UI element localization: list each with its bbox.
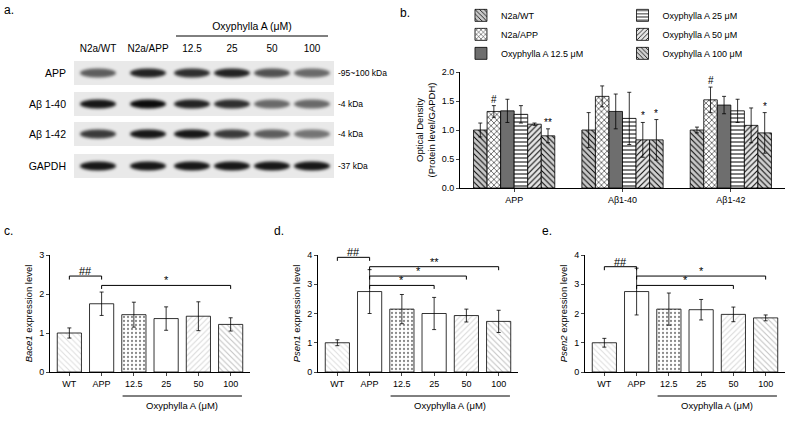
svg-text:25: 25: [161, 379, 171, 389]
svg-text:100: 100: [304, 43, 321, 54]
svg-text:1: 1: [307, 338, 312, 348]
svg-text:b.: b.: [400, 6, 410, 20]
svg-text:Aβ 1-40: Aβ 1-40: [29, 98, 66, 110]
svg-text:1: 1: [39, 328, 44, 338]
svg-text:2: 2: [307, 309, 312, 319]
svg-text:50: 50: [266, 43, 278, 54]
svg-text:50: 50: [461, 379, 471, 389]
svg-text:*: *: [416, 265, 421, 277]
svg-text:12.5: 12.5: [660, 379, 678, 389]
svg-text:#: #: [491, 94, 497, 105]
svg-text:2: 2: [39, 289, 44, 299]
svg-text:#: #: [708, 75, 714, 86]
svg-text:APP: APP: [361, 379, 379, 389]
svg-text:*: *: [654, 108, 658, 119]
svg-text:100: 100: [491, 379, 506, 389]
svg-text:**: **: [430, 256, 439, 268]
svg-text:25: 25: [429, 379, 439, 389]
svg-text:Oxyphylla A 25 μM: Oxyphylla A 25 μM: [663, 11, 738, 21]
svg-text:0: 0: [574, 367, 579, 377]
svg-text:N2a/APP: N2a/APP: [127, 43, 168, 54]
svg-text:Oxyphylla A (μM): Oxyphylla A (μM): [681, 400, 753, 411]
svg-text:Oxyphylla A (μM): Oxyphylla A (μM): [414, 400, 486, 411]
svg-text:12.5: 12.5: [182, 43, 202, 54]
svg-text:1.5: 1.5: [442, 96, 455, 106]
svg-text:-95~100 kDa: -95~100 kDa: [338, 68, 387, 78]
svg-text:12.5: 12.5: [125, 379, 143, 389]
svg-text:-4 kDa: -4 kDa: [338, 99, 363, 109]
svg-text:##: ##: [347, 246, 360, 258]
svg-text:N2a/APP: N2a/APP: [501, 30, 538, 40]
svg-text:100: 100: [758, 379, 773, 389]
svg-text:d.: d.: [274, 224, 284, 238]
svg-text:*: *: [641, 110, 645, 121]
svg-text:APP: APP: [505, 195, 523, 205]
svg-text:Aβ 1-42: Aβ 1-42: [29, 128, 66, 140]
svg-text:1: 1: [574, 338, 579, 348]
svg-text:50: 50: [193, 379, 203, 389]
svg-text:-4 kDa: -4 kDa: [338, 129, 363, 139]
svg-text:APP: APP: [93, 379, 111, 389]
svg-text:Psen1 expression level: Psen1 expression level: [291, 265, 302, 363]
svg-text:2.0: 2.0: [442, 67, 455, 77]
svg-text:c.: c.: [4, 224, 13, 238]
svg-text:4: 4: [307, 250, 312, 260]
svg-text:WT: WT: [597, 379, 611, 389]
svg-text:*: *: [683, 274, 688, 286]
svg-text:Optical Density(Protein level/: Optical Density(Protein level/GAPDH): [414, 82, 437, 177]
svg-text:Oxyphylla A (μM): Oxyphylla A (μM): [146, 400, 218, 411]
svg-text:WT: WT: [62, 379, 76, 389]
svg-text:4: 4: [574, 250, 579, 260]
svg-text:3: 3: [574, 279, 579, 289]
svg-text:WT: WT: [330, 379, 344, 389]
svg-text:100: 100: [223, 379, 238, 389]
svg-text:*: *: [699, 265, 704, 277]
svg-text:APP: APP: [628, 379, 646, 389]
svg-text:0: 0: [307, 367, 312, 377]
svg-text:*: *: [399, 274, 404, 286]
svg-text:GAPDH: GAPDH: [29, 160, 66, 172]
svg-text:-37 kDa: -37 kDa: [338, 161, 368, 171]
svg-text:**: **: [544, 117, 552, 128]
svg-text:N2a/WT: N2a/WT: [80, 43, 117, 54]
svg-text:12.5: 12.5: [393, 379, 411, 389]
svg-text:0.5: 0.5: [442, 154, 455, 164]
svg-text:##: ##: [79, 265, 92, 277]
svg-text:2: 2: [574, 309, 579, 319]
svg-text:0.0: 0.0: [442, 183, 455, 193]
svg-text:0: 0: [39, 367, 44, 377]
svg-text:50: 50: [728, 379, 738, 389]
svg-text:e.: e.: [542, 224, 552, 238]
svg-text:3: 3: [307, 279, 312, 289]
svg-text:3: 3: [39, 250, 44, 260]
svg-text:Psen2 expression level: Psen2 expression level: [558, 265, 569, 363]
svg-text:*: *: [164, 274, 169, 286]
svg-text:Oxyphylla A 12.5 μM: Oxyphylla A 12.5 μM: [501, 49, 583, 59]
svg-text:Oxyphylla A 100 μM: Oxyphylla A 100 μM: [663, 49, 743, 59]
svg-text:Bace1 expression level: Bace1 expression level: [23, 265, 34, 363]
svg-text:##: ##: [614, 256, 627, 268]
svg-text:APP: APP: [45, 67, 66, 79]
svg-text:Oxyphylla A (μM): Oxyphylla A (μM): [212, 20, 292, 32]
svg-text:*: *: [763, 101, 767, 112]
svg-text:Aβ1-40: Aβ1-40: [608, 195, 637, 205]
svg-text:25: 25: [226, 43, 238, 54]
svg-text:N2a/WT: N2a/WT: [501, 11, 535, 21]
svg-text:25: 25: [696, 379, 706, 389]
svg-text:Aβ1-42: Aβ1-42: [716, 195, 745, 205]
svg-text:a.: a.: [4, 3, 14, 17]
svg-text:1.0: 1.0: [442, 125, 455, 135]
svg-text:Oxyphylla A 50 μM: Oxyphylla A 50 μM: [663, 30, 738, 40]
